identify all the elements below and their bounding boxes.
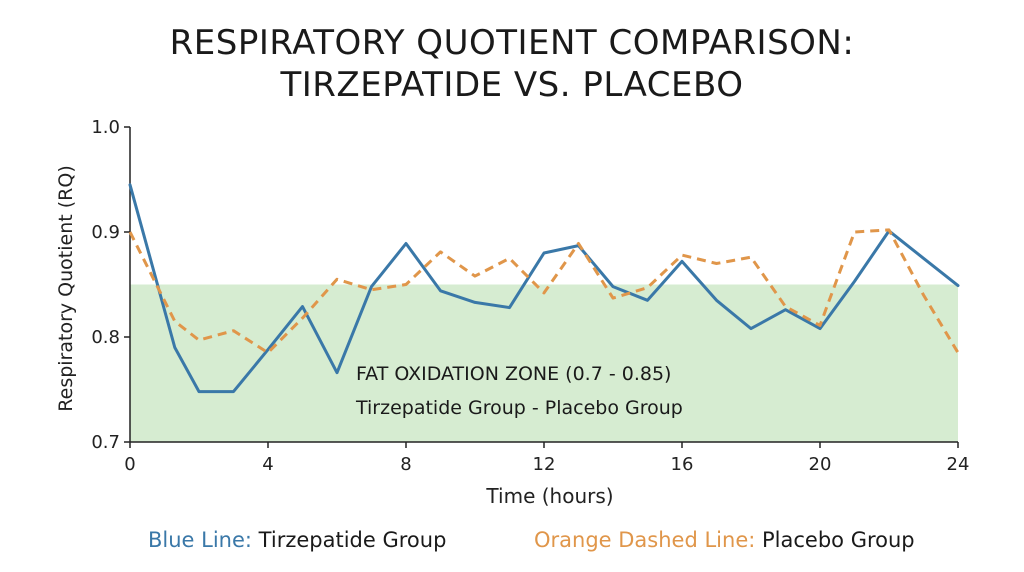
y-tick-label: 0.7 <box>91 432 120 453</box>
legend-orange-label: Placebo Group <box>755 528 915 552</box>
y-tick-label: 1.0 <box>91 117 120 138</box>
zone-sublabel: Tirzepatide Group - Placebo Group <box>355 397 683 419</box>
y-tick-label: 0.8 <box>91 327 120 348</box>
chart-title-line-2: TIRZEPATIDE VS. PLACEBO <box>280 65 744 105</box>
fat-oxidation-zone <box>130 284 958 442</box>
x-tick-label: 0 <box>124 454 135 475</box>
legend-blue-label: Tirzepatide Group <box>252 528 447 552</box>
x-tick-label: 20 <box>809 454 832 475</box>
tirzepatide-series-line <box>128 183 960 394</box>
legend-tirzepatide: Blue Line: Tirzepatide Group <box>148 528 446 552</box>
legend-placebo: Orange Dashed Line: Placebo Group <box>534 528 915 552</box>
x-tick-label: 16 <box>671 454 694 475</box>
x-axis-label: Time (hours) <box>485 484 613 508</box>
x-tick-label: 24 <box>947 454 970 475</box>
legend-blue-key: Blue Line: <box>148 528 252 552</box>
x-tick-label: 4 <box>262 454 273 475</box>
placebo-series-line <box>128 228 960 355</box>
y-tick-label: 0.9 <box>91 222 120 243</box>
x-tick-label: 8 <box>400 454 411 475</box>
chart-title-line-1: RESPIRATORY QUOTIENT COMPARISON: <box>169 23 855 63</box>
y-axis-label: Respiratory Quotient (RQ) <box>55 165 77 411</box>
zone-label: FAT OXIDATION ZONE (0.7 - 0.85) <box>356 363 671 385</box>
legend-orange-key: Orange Dashed Line: <box>534 528 756 552</box>
x-tick-label: 12 <box>533 454 556 475</box>
